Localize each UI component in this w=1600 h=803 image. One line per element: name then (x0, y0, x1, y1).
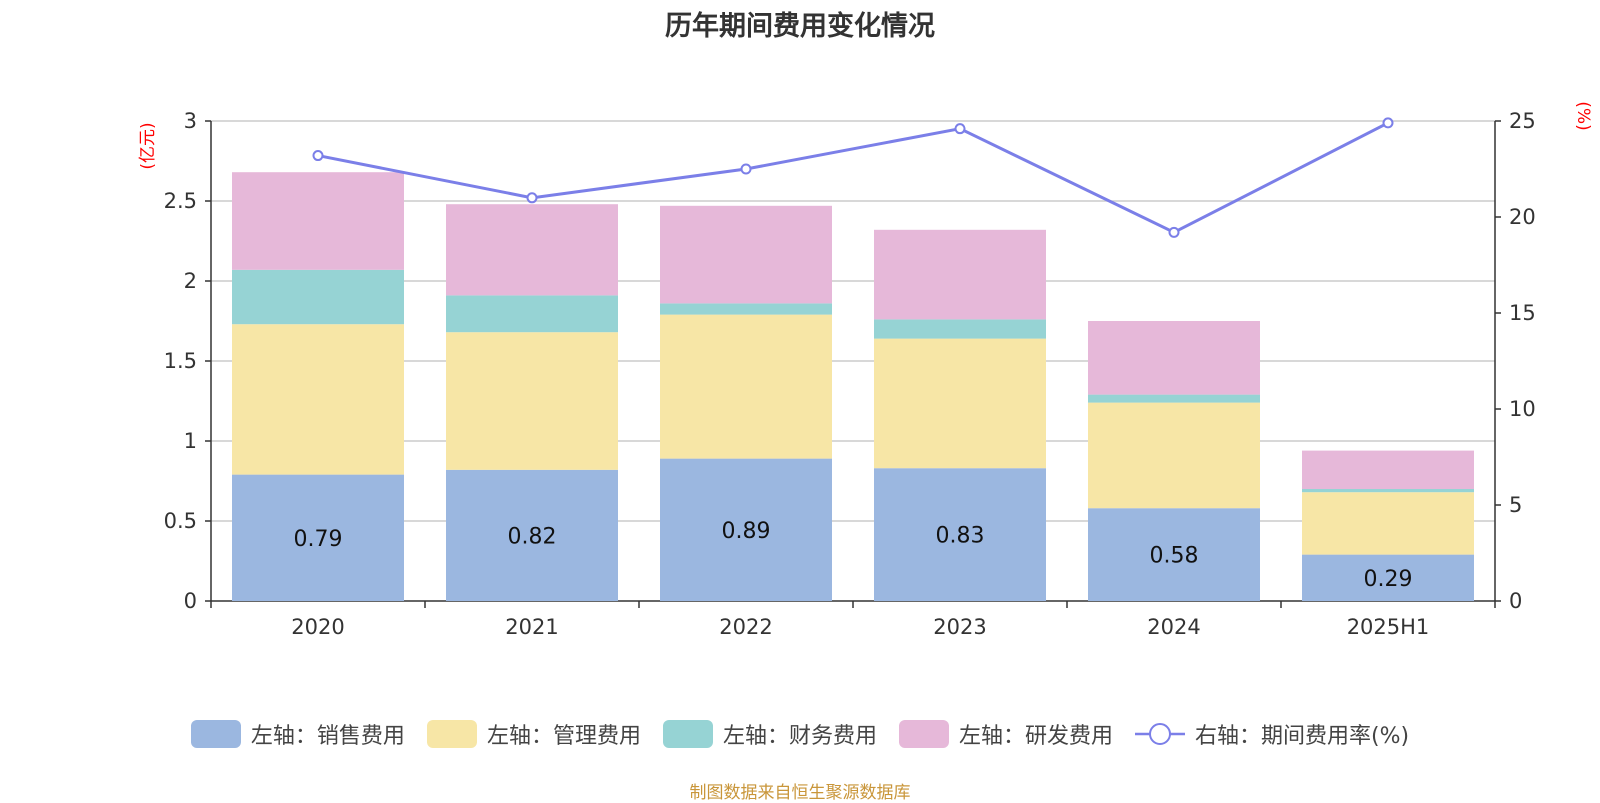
bar-segment-finance (1302, 489, 1474, 493)
x-axis-tick-label: 2025H1 (1347, 615, 1430, 639)
bar-segment-rd (1302, 450, 1474, 489)
bar-data-label: 0.58 (1150, 544, 1199, 569)
left-axis-tick-label: 2 (184, 269, 197, 293)
rate-point (1168, 226, 1180, 238)
bar-data-label: 0.82 (508, 524, 557, 549)
bar-data-label: 0.89 (722, 519, 771, 544)
right-axis-tick-label: 10 (1509, 397, 1536, 421)
bar-segment-finance (446, 295, 618, 333)
left-axis-tick-label: 0.5 (164, 509, 197, 533)
bar-segment-sales (1088, 508, 1260, 601)
bar-segment-finance (1088, 394, 1260, 403)
bar-data-label: 0.83 (936, 524, 985, 549)
left-axis-unit: (亿元) (138, 122, 158, 169)
bar-segment-sales (874, 468, 1046, 601)
bar-segment-finance (874, 319, 1046, 339)
x-axis-tick-label: 2024 (1147, 615, 1200, 639)
bar-segment-sales (232, 474, 404, 601)
left-axis-tick-label: 3 (184, 109, 197, 133)
bar-segment-sales (446, 469, 618, 601)
bar-segment-rd (874, 229, 1046, 320)
legend-item[interactable]: 右轴：期间费用率(%) (1134, 718, 1410, 750)
legend-line-marker (1134, 723, 1185, 745)
legend-swatch (898, 720, 949, 748)
bar-segment-admin (1088, 402, 1260, 509)
bar-data-label: 0.79 (294, 527, 343, 552)
bar-segment-rd (446, 204, 618, 296)
rate-point (312, 150, 324, 162)
bar-segment-admin (874, 338, 1046, 469)
rate-point (740, 163, 752, 175)
legend-label: 左轴：销售费用 (250, 724, 405, 749)
bar-segment-finance (232, 269, 404, 325)
legend-item[interactable]: 左轴：销售费用 (190, 718, 405, 750)
legend-label: 左轴：财务费用 (722, 724, 877, 749)
legend-swatch (190, 720, 241, 748)
x-axis-tick-label: 2020 (291, 615, 344, 639)
legend-item[interactable]: 左轴：管理费用 (426, 718, 641, 750)
rate-line (317, 121, 1389, 235)
left-axis-tick-label: 0 (184, 589, 197, 613)
bar-segment-rd (232, 172, 404, 270)
left-axis-tick-label: 1.5 (164, 349, 197, 373)
bar-segment-rd (660, 205, 832, 304)
legend-label: 左轴：研发费用 (958, 724, 1113, 749)
bar-segment-sales (660, 458, 832, 601)
left-axis-tick-label: 1 (184, 429, 197, 453)
rate-point (526, 192, 538, 204)
x-axis-tick-label: 2023 (933, 615, 986, 639)
right-axis-tick-label: 5 (1509, 493, 1522, 517)
bar-segment-admin (446, 332, 618, 470)
source-note: 制图数据来自恒生聚源数据库 (689, 783, 911, 803)
legend-item[interactable]: 左轴：研发费用 (898, 718, 1113, 750)
chart-title: 历年期间费用变化情况 (665, 11, 935, 42)
rate-point (1382, 117, 1394, 129)
legend: 左轴：销售费用 左轴：管理费用 左轴：财务费用 左轴：研发费用 右轴：期间费用率(%) (0, 718, 1600, 750)
legend-label: 右轴：期间费用率(%) (1194, 724, 1410, 749)
bar-segment-admin (660, 314, 832, 459)
right-axis-tick-label: 20 (1509, 205, 1536, 229)
bar-segment-finance (660, 303, 832, 315)
x-axis-tick-label: 2022 (719, 615, 772, 639)
bar-data-label: 0.29 (1364, 567, 1413, 592)
legend-label: 左轴：管理费用 (486, 724, 641, 749)
left-axis-tick-label: 2.5 (164, 189, 197, 213)
rate-point (954, 123, 966, 135)
bar-segment-rd (1088, 321, 1260, 395)
bar-segment-admin (232, 324, 404, 475)
bar-segment-sales (1302, 554, 1474, 601)
right-axis-tick-label: 15 (1509, 301, 1536, 325)
legend-swatch (426, 720, 477, 748)
x-axis-tick-label: 2021 (505, 615, 558, 639)
right-axis-unit: (%) (1573, 101, 1593, 130)
legend-swatch (662, 720, 713, 748)
right-axis-tick-label: 25 (1509, 109, 1536, 133)
right-axis-tick-label: 0 (1509, 589, 1522, 613)
legend-item[interactable]: 左轴：财务费用 (662, 718, 877, 750)
bar-segment-admin (1302, 492, 1474, 555)
